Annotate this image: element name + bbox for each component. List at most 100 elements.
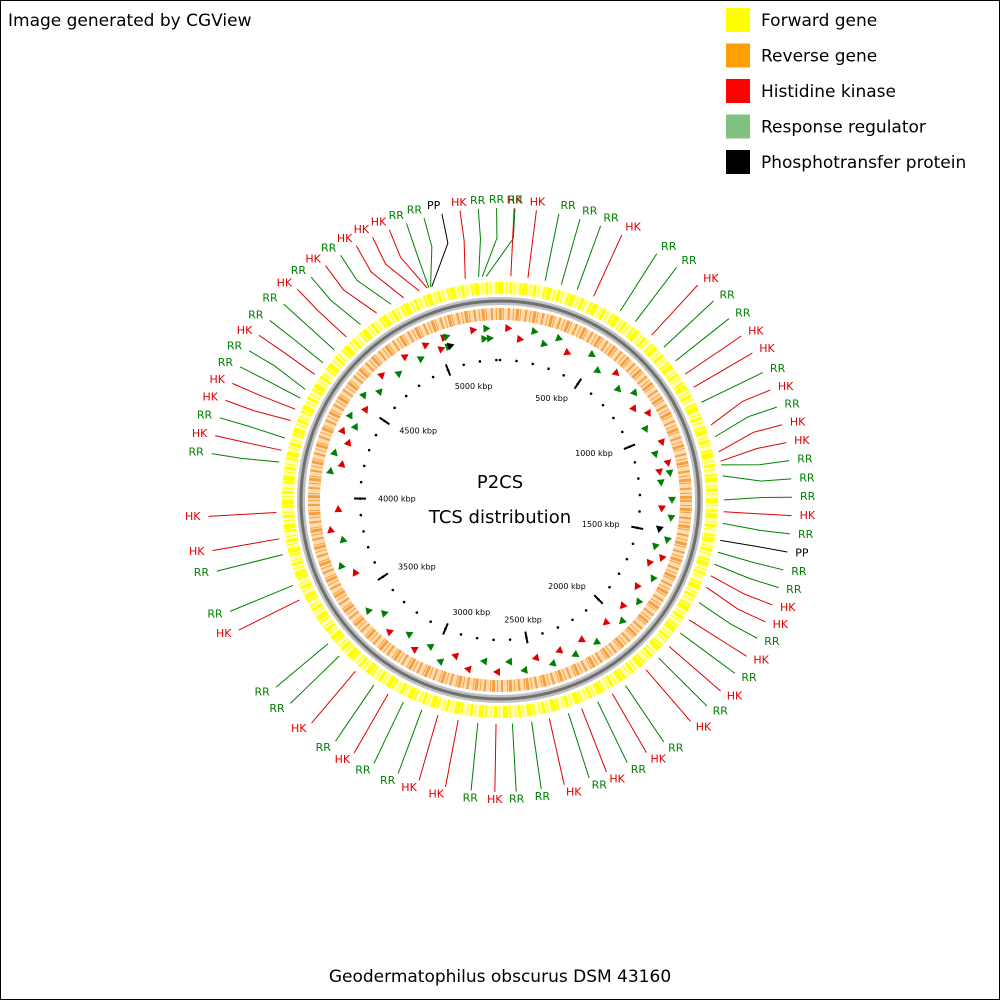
feature-leader <box>373 701 404 764</box>
minor-tick <box>417 384 421 388</box>
feature-label: RR <box>784 398 800 411</box>
feature-marker <box>611 368 620 377</box>
feature-marker <box>563 347 572 356</box>
feature-marker <box>334 505 343 513</box>
feature-marker <box>483 324 491 333</box>
feature-leader <box>560 219 581 285</box>
tick-label: 1500 kbp <box>582 520 620 529</box>
feature-leader <box>663 300 714 348</box>
tick-label: 3500 kbp <box>398 562 436 571</box>
minor-tick <box>404 394 408 398</box>
feature-leader <box>283 303 335 350</box>
feature-label: HK <box>237 324 253 337</box>
feature-label: RR <box>207 607 223 620</box>
feature-marker <box>657 438 665 447</box>
feature-leader <box>232 382 296 410</box>
minor-tick <box>631 542 635 546</box>
feature-marker <box>571 649 580 658</box>
feature-marker <box>337 460 346 468</box>
feature-leader <box>229 584 294 612</box>
feature-leader <box>275 643 329 688</box>
feature-label: HK <box>650 753 666 766</box>
feature-leader <box>658 657 708 707</box>
feature-label: RR <box>561 199 577 212</box>
feature-label: RR <box>262 292 278 305</box>
minor-tick <box>633 461 637 464</box>
feature-leader <box>710 575 773 606</box>
legend: Forward gene Reverse gene Histidine kinase… <box>726 8 966 174</box>
feature-marker <box>655 525 664 534</box>
feature-marker <box>665 469 674 477</box>
minor-tick <box>402 600 406 604</box>
tick-label: 5000 kbp <box>455 382 493 391</box>
feature-marker <box>520 665 528 674</box>
feature-label: HK <box>451 196 467 209</box>
feature-label: RR <box>389 209 405 222</box>
feature-marker <box>352 568 360 577</box>
feature-label: HK <box>696 720 712 733</box>
feature-label: HK <box>790 416 806 429</box>
feature-label: HK <box>530 195 546 208</box>
minor-tick <box>393 406 396 410</box>
tick-label: 500 kbp <box>535 394 568 403</box>
feature-marker <box>437 346 446 354</box>
feature-label: RR <box>197 409 213 422</box>
reverse-genes <box>308 308 692 692</box>
minor-tick <box>621 430 624 434</box>
feature-label: RR <box>321 242 337 255</box>
feature-label: HK <box>703 272 719 285</box>
legend-label: Forward gene <box>761 11 877 31</box>
feature-leader <box>611 693 647 753</box>
feature-leader <box>567 713 590 779</box>
feature-leader <box>310 276 361 326</box>
feature-label: RR <box>380 774 396 787</box>
feature-marker <box>548 659 557 667</box>
feature-leader <box>406 223 430 288</box>
feature-marker <box>385 628 394 637</box>
minor-tick <box>556 626 560 629</box>
feature-leader <box>720 539 788 553</box>
minor-tick <box>617 572 621 575</box>
feature-marker <box>446 342 455 351</box>
feature-marker <box>619 601 628 610</box>
backbone <box>299 299 701 701</box>
feature-marker <box>650 574 658 583</box>
feature-marker <box>416 356 425 364</box>
feature-label: RR <box>463 792 479 805</box>
feature-leader <box>718 424 783 453</box>
feature-label: RR <box>227 340 243 353</box>
feature-leader <box>325 265 377 314</box>
feature-label: RR <box>786 583 802 596</box>
feature-marker <box>636 597 644 606</box>
feature-label: HK <box>189 545 205 558</box>
legend-swatch <box>726 79 750 103</box>
feature-leader <box>679 632 736 674</box>
feature-label: RR <box>592 779 608 792</box>
minor-tick <box>515 359 518 363</box>
feature-marker <box>652 542 660 551</box>
feature-leader <box>527 210 537 278</box>
tick-label: 3000 kbp <box>452 608 490 617</box>
feature-label: RR <box>509 793 525 806</box>
feature-leader <box>431 213 449 287</box>
major-tick <box>377 572 389 581</box>
feature-leader <box>485 208 516 277</box>
feature-marker <box>663 459 672 467</box>
feature-leader <box>619 253 658 312</box>
minor-tick <box>359 480 363 484</box>
tick-label: 4000 kbp <box>378 494 416 503</box>
minor-tick <box>562 374 565 377</box>
feature-label: HK <box>794 434 810 447</box>
feature-label: RR <box>218 356 234 369</box>
feature-leader <box>340 255 392 305</box>
minor-tick <box>367 448 371 452</box>
feature-leader <box>510 208 515 277</box>
feature-leader <box>635 267 677 322</box>
feature-leader <box>721 460 790 466</box>
feature-label: RR <box>681 254 697 267</box>
tick-label: 2000 kbp <box>548 582 586 591</box>
minor-tick <box>431 375 435 379</box>
minor-tick <box>541 632 544 635</box>
feature-marker <box>629 388 638 397</box>
feature-label: RR <box>355 764 371 777</box>
